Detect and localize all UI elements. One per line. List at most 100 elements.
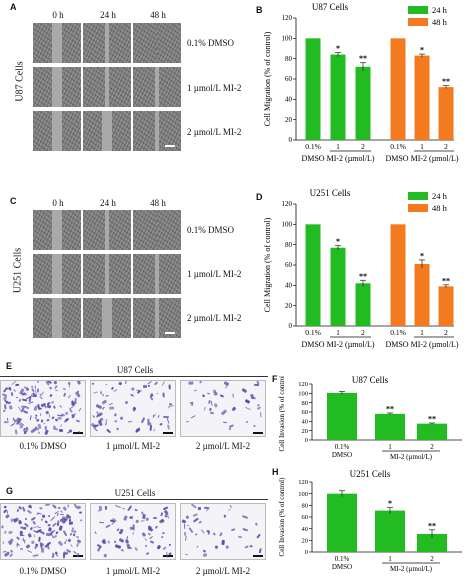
invaded-cell: [65, 411, 69, 416]
invaded-cell: [111, 385, 115, 390]
invaded-cell: [55, 389, 59, 392]
chart-title: U251 Cells: [310, 188, 351, 198]
bar: [390, 224, 406, 326]
panel-letter-f: F: [272, 374, 278, 384]
invaded-cell: [168, 543, 172, 547]
invaded-cell: [232, 393, 235, 398]
panel-letter-c: C: [10, 196, 17, 206]
invaded-cell: [60, 424, 63, 428]
legend-label: 48 h: [432, 17, 448, 27]
invaded-cell: [108, 402, 113, 405]
chart-f: U87 Cells 0 20 40 60 80 100 120 Cell Invasion (%…: [278, 376, 462, 461]
row-label-a-dmso: 0.1% DMSO: [187, 38, 235, 48]
wound-image-a-dmso-0h: [33, 23, 81, 63]
significance-mark: *: [336, 44, 340, 53]
invaded-cell: [218, 532, 223, 537]
invaded-cell: [57, 540, 64, 547]
bar: [417, 423, 447, 440]
invaded-cell: [20, 547, 24, 551]
invaded-cell: [161, 546, 167, 552]
x-tick-label: 1: [388, 443, 392, 451]
invaded-cell: [193, 389, 197, 392]
invaded-cell: [158, 519, 164, 525]
invaded-cell: [134, 508, 138, 512]
x-group-label-dmso: DMSO: [332, 451, 352, 459]
invaded-cell: [39, 413, 41, 417]
invaded-cell: [39, 395, 43, 400]
invaded-cell: [188, 381, 194, 385]
y-axis-label: Cell Migration (% of control): [263, 31, 272, 126]
invaded-cell: [191, 415, 196, 419]
x-group-label-mi2: MI-2 (µmol/L): [390, 453, 433, 461]
y-tick-label: 0: [305, 437, 308, 444]
invaded-cell: [63, 392, 67, 397]
invaded-cell: [17, 505, 21, 509]
transwell-label-g-1um: 1 µmol/L MI-2: [105, 566, 161, 576]
bar: [375, 510, 405, 552]
invaded-cell: [37, 388, 40, 393]
invaded-cell: [130, 387, 135, 391]
significance-mark: **: [442, 77, 450, 86]
row-label-c-2um: 2 µmol/L MI-2: [187, 313, 242, 323]
invaded-cell: [76, 552, 79, 557]
invaded-cell: [1, 525, 5, 529]
invaded-cell: [147, 385, 151, 388]
significance-mark: **: [442, 276, 450, 285]
x-tick-label: 0.1%: [335, 555, 350, 563]
legend-swatch: [408, 204, 428, 212]
invaded-cell: [76, 543, 80, 548]
invaded-cell: [208, 530, 211, 535]
invaded-cell: [105, 421, 108, 426]
bar: [330, 247, 346, 326]
invaded-cell: [117, 381, 122, 385]
significance-mark: **: [386, 404, 394, 413]
invaded-cell: [241, 387, 248, 393]
invaded-cell: [76, 505, 82, 510]
invaded-cell: [60, 513, 65, 516]
panel-letter-g: G: [6, 486, 14, 496]
invaded-cell: [10, 422, 16, 427]
y-tick-label: 60: [302, 409, 309, 416]
invaded-cell: [9, 405, 14, 410]
significance-mark: *: [336, 237, 340, 246]
invaded-cell: [3, 530, 7, 535]
transwell-image-e-1um: [90, 380, 176, 437]
invaded-cell: [64, 418, 69, 423]
invaded-cell: [75, 535, 79, 539]
invaded-cell: [188, 527, 194, 534]
y-tick-label: 40: [302, 419, 309, 426]
invaded-cell: [152, 414, 154, 417]
x-tick-label: 0.1%: [390, 328, 406, 337]
invaded-cell: [157, 544, 162, 550]
x-tick-label: 2: [430, 443, 434, 451]
panel-letter-b: B: [256, 5, 263, 15]
invaded-cell: [223, 514, 227, 518]
invaded-cell: [167, 424, 171, 430]
wound-image-a-2um-48h: [133, 111, 181, 151]
invaded-cell: [24, 517, 27, 520]
invaded-cell: [157, 414, 160, 419]
transwell-label-e-2um: 2 µmol/L MI-2: [195, 441, 251, 451]
transwell-label-g-2um: 2 µmol/L MI-2: [195, 566, 251, 576]
invaded-cell: [121, 507, 125, 510]
invaded-cell: [104, 505, 108, 510]
transwell-label-g-dmso: 0.1% DMSO: [19, 566, 67, 576]
invaded-cell: [47, 523, 51, 527]
invaded-cell: [79, 518, 82, 522]
invaded-cell: [14, 383, 20, 386]
bar: [375, 413, 405, 440]
invaded-cell: [1, 392, 8, 397]
row-label-a-2um: 2 µmol/L MI-2: [187, 127, 242, 137]
wound-image-c-1um-0h: [33, 254, 81, 294]
invaded-cell: [105, 383, 108, 386]
bar: [438, 87, 454, 140]
x-tick-label: 2: [444, 142, 448, 151]
invaded-cell: [25, 543, 31, 549]
invaded-cell: [28, 533, 33, 538]
invaded-cell: [91, 414, 95, 418]
invaded-cell: [42, 514, 46, 518]
invaded-cell: [92, 382, 95, 385]
invaded-cell: [73, 533, 76, 537]
invaded-cell: [244, 545, 249, 549]
invaded-cell: [15, 429, 18, 435]
